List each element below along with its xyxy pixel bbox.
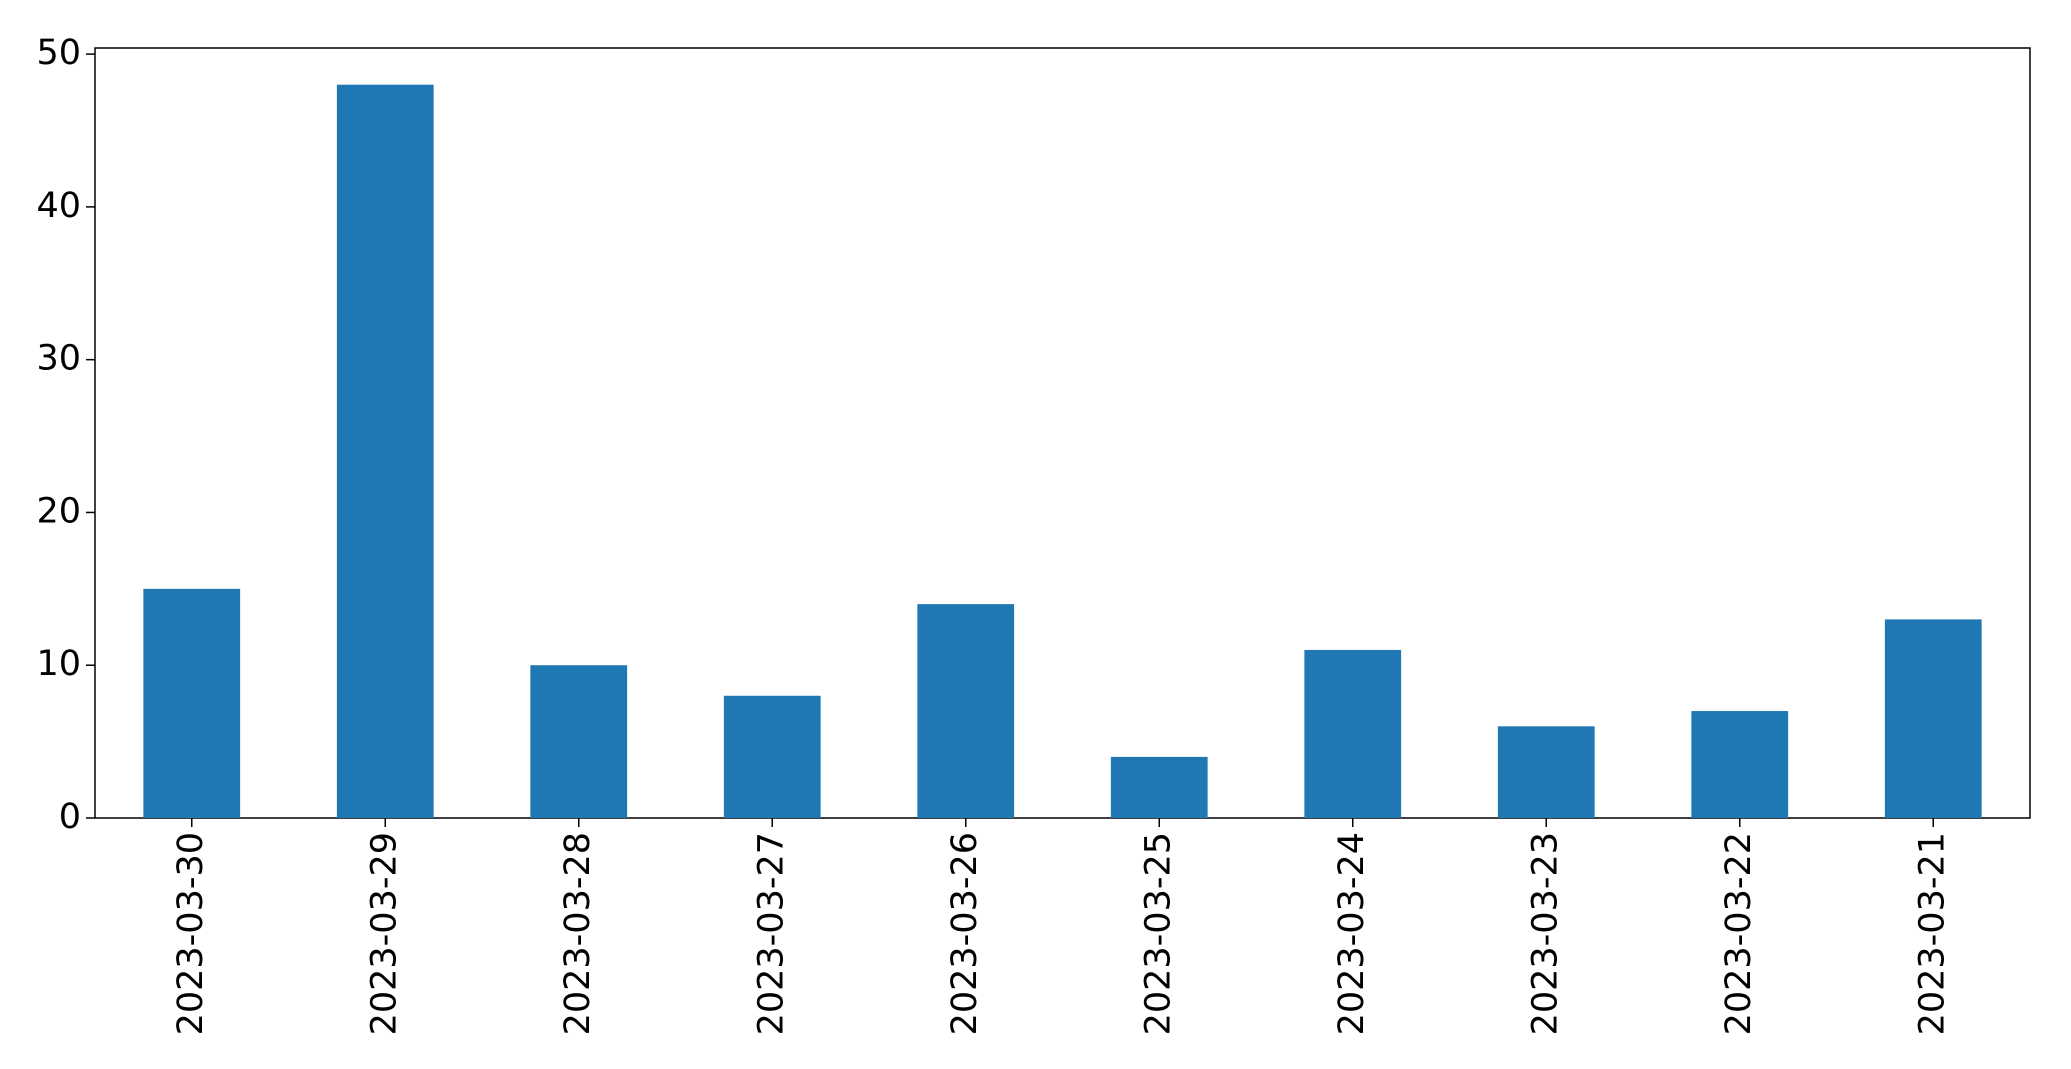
bar xyxy=(1691,711,1789,818)
x-tick-label: 2023-03-22 xyxy=(1719,832,1759,1035)
x-tick-label: 2023-03-23 xyxy=(1525,832,1565,1035)
bar xyxy=(1110,756,1208,818)
bar xyxy=(1884,619,1982,818)
bar xyxy=(530,665,628,818)
y-tick-label: 50 xyxy=(36,33,81,73)
y-tick-label: 10 xyxy=(36,644,81,684)
x-tick-label: 2023-03-28 xyxy=(558,832,598,1035)
bar xyxy=(917,604,1015,818)
x-tick-label: 2023-03-24 xyxy=(1332,832,1372,1035)
x-tick-label: 2023-03-21 xyxy=(1912,832,1952,1035)
y-tick-label: 40 xyxy=(36,186,81,226)
bar xyxy=(1497,726,1595,818)
plot-frame xyxy=(94,47,2031,819)
bar xyxy=(723,695,821,818)
x-tick-label: 2023-03-27 xyxy=(751,832,791,1035)
y-tick-label: 20 xyxy=(36,491,81,531)
y-tick-label: 0 xyxy=(59,797,81,837)
x-tick-label: 2023-03-25 xyxy=(1138,832,1178,1035)
x-tick-label: 2023-03-29 xyxy=(364,832,404,1035)
x-tick-label: 2023-03-30 xyxy=(171,832,211,1035)
bar xyxy=(143,588,241,818)
bar xyxy=(336,84,434,818)
bar xyxy=(1304,649,1402,818)
x-tick-label: 2023-03-26 xyxy=(945,832,985,1035)
y-tick-label: 30 xyxy=(36,339,81,379)
